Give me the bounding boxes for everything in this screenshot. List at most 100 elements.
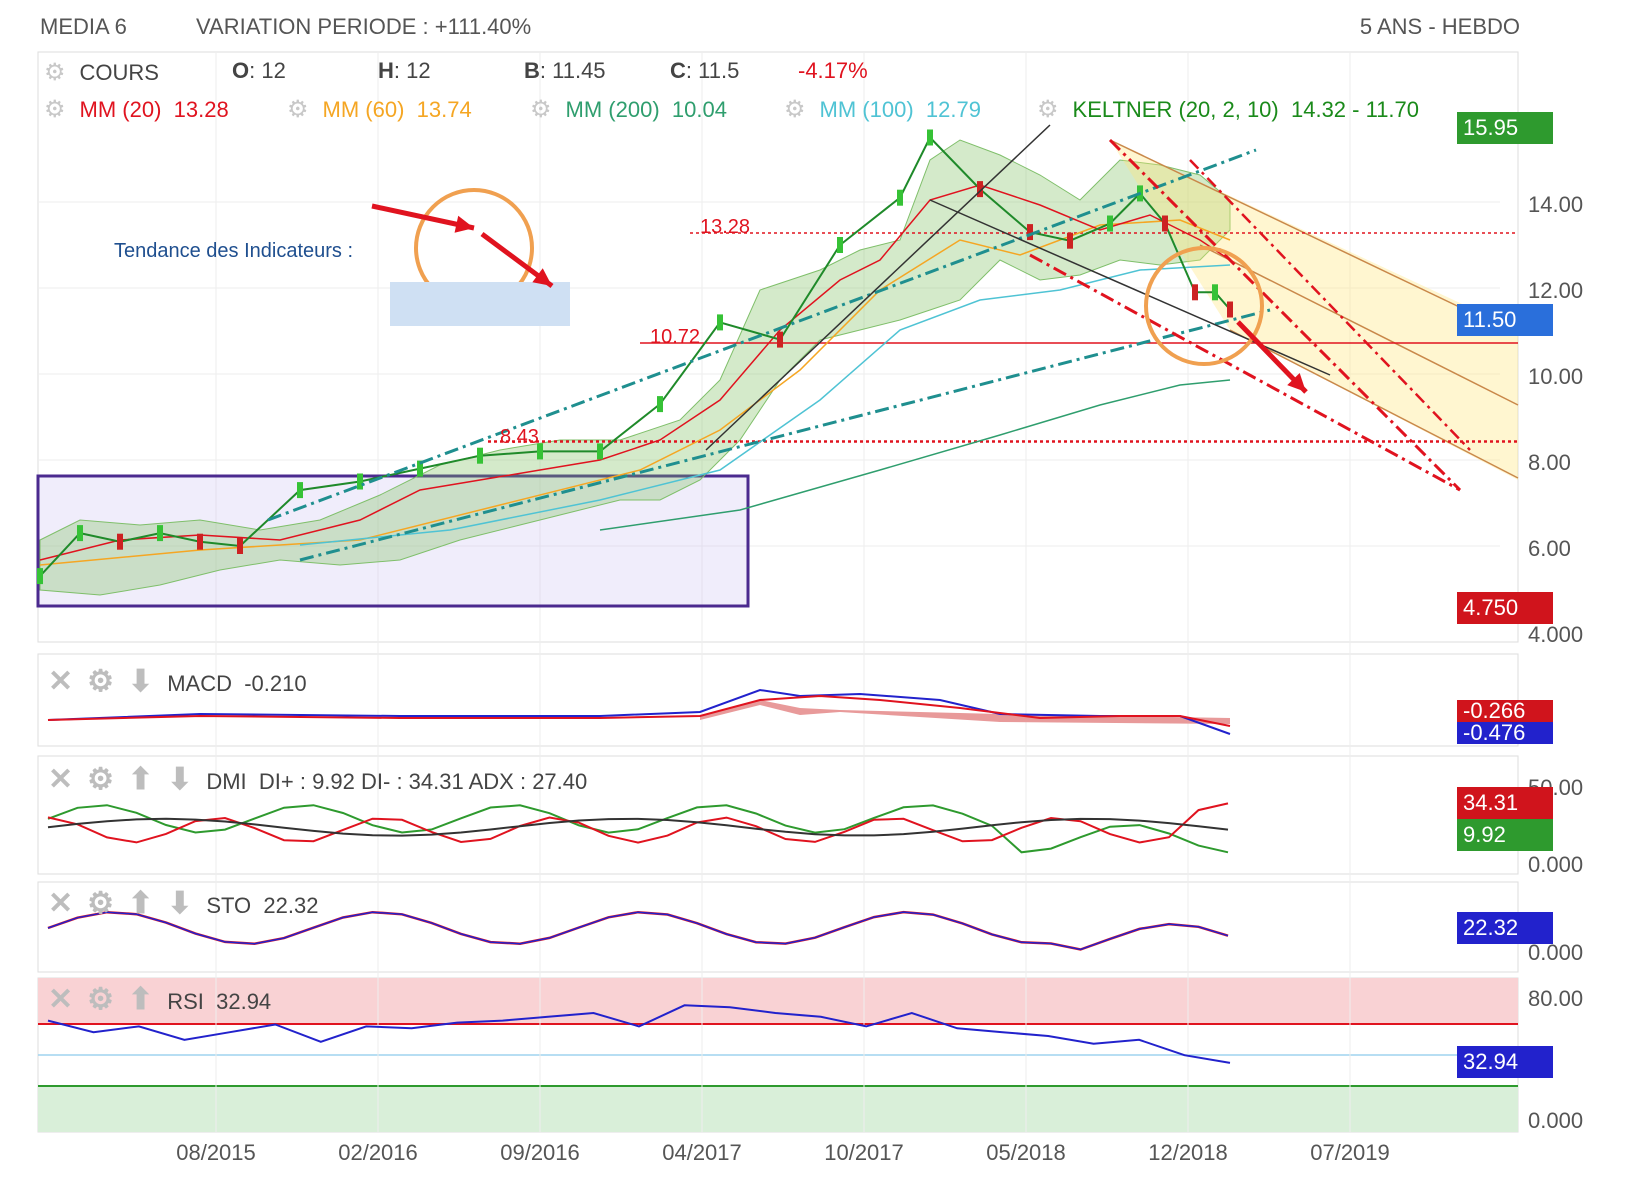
sto-panel xyxy=(37,881,1519,973)
low-value: B: 11.45 xyxy=(524,58,606,83)
rsi-line xyxy=(47,1004,1231,1064)
close-icon[interactable]: ✕ xyxy=(48,983,74,1016)
gear-icon[interactable]: ⚙ xyxy=(87,983,115,1016)
rsi-axis-label: 0.000 xyxy=(1528,1108,1584,1133)
price-candle xyxy=(837,237,843,253)
price-candle xyxy=(197,533,203,550)
macd-histogram xyxy=(700,700,1230,724)
macd-panel xyxy=(37,653,1519,747)
open-value: O: 12 xyxy=(232,58,286,83)
trend-line-red xyxy=(1108,138,1462,492)
gear-icon[interactable]: ⚙ xyxy=(87,763,115,796)
gear-icon[interactable]: ⚙ xyxy=(784,96,806,123)
low-price-tag: 4.750 xyxy=(1457,592,1553,624)
price-candle xyxy=(717,314,723,331)
price-tick-label: 8.00 xyxy=(1528,450,1571,475)
cours-label: COURS xyxy=(79,60,159,85)
arrow-up-icon[interactable]: ⬆ xyxy=(128,887,154,920)
close-icon[interactable]: ✕ xyxy=(48,665,74,698)
gear-icon[interactable]: ⚙ xyxy=(44,59,66,86)
gear-icon[interactable]: ⚙ xyxy=(530,96,552,123)
ma20-line xyxy=(39,184,1231,561)
x-tick-label: 07/2019 xyxy=(1310,1140,1390,1165)
trend-line-upper xyxy=(267,148,1257,522)
price-tick-label: 4.000 xyxy=(1528,622,1584,647)
high-price-tag: 15.95 xyxy=(1457,112,1553,144)
variation-label: VARIATION PERIODE : +111.40% xyxy=(196,14,532,39)
channel-line xyxy=(1109,139,1519,336)
change-value: -4.17% xyxy=(798,58,868,83)
price-candle xyxy=(777,331,783,348)
x-tick-label: 12/2018 xyxy=(1148,1140,1228,1165)
arrow-down-icon[interactable]: ⬇ xyxy=(167,763,193,796)
price-tick-label: 12.00 xyxy=(1528,278,1584,303)
x-tick-label: 04/2017 xyxy=(662,1140,742,1165)
cours-legend: ⚙ COURS xyxy=(44,58,159,87)
trend-arrow-head xyxy=(454,215,474,233)
ma200-line xyxy=(599,379,1231,531)
price-candle xyxy=(897,189,903,206)
price-candle xyxy=(1192,284,1198,301)
arrow-down-icon[interactable]: ⬇ xyxy=(128,665,154,698)
macd-panel-title: ✕ ⚙ ⬇ MACD -0.210 xyxy=(48,665,307,698)
gear-icon[interactable]: ⚙ xyxy=(87,665,115,698)
high-value: H: 12 xyxy=(378,58,431,83)
price-candle xyxy=(237,538,243,554)
arrow-up-icon[interactable]: ⬆ xyxy=(128,983,154,1016)
period-label: 5 ANS - HEBDO xyxy=(1359,14,1520,39)
ma100-legend: ⚙ MM (100) 12.79 xyxy=(784,96,981,123)
ma200-legend: ⚙ MM (200) 10.04 xyxy=(530,96,727,123)
price-candle xyxy=(37,568,43,585)
symbol-title: MEDIA 6 xyxy=(40,14,127,39)
arrow-up-icon[interactable]: ⬆ xyxy=(128,763,154,796)
arrow-down-icon[interactable]: ⬇ xyxy=(167,887,193,920)
highlight-circle xyxy=(1144,246,1264,366)
rsi-tag: 32.94 xyxy=(1457,1046,1553,1078)
x-tick-label: 09/2016 xyxy=(500,1140,580,1165)
rsi-oversold-zone xyxy=(38,1086,1518,1132)
price-candle xyxy=(477,447,483,464)
macd-signal-tag: -0.266 xyxy=(1457,700,1553,722)
sto-line xyxy=(47,911,1229,951)
gear-icon[interactable]: ⚙ xyxy=(87,887,115,920)
close-icon[interactable]: ✕ xyxy=(48,763,74,796)
price-candle xyxy=(1067,232,1073,249)
trend-line-red xyxy=(1189,159,1471,451)
price-candle xyxy=(927,129,933,146)
price-candle xyxy=(417,460,423,477)
x-tick-label: 10/2017 xyxy=(824,1140,904,1165)
ma20-legend: ⚙ MM (20) 13.28 xyxy=(44,96,229,123)
price-candle xyxy=(357,473,363,490)
dmi-panel xyxy=(37,755,1519,875)
dmi-panel-title: ✕ ⚙ ⬆ ⬇ DMI DI+ : 9.92 DI- : 34.31 ADX : 27.… xyxy=(48,763,588,796)
trend-line-lower xyxy=(299,308,1271,562)
rsi-axis-label: 80.00 xyxy=(1528,986,1584,1011)
level-label-10-72: 10.72 xyxy=(650,326,701,348)
price-candle xyxy=(157,525,163,542)
price-candle xyxy=(1212,284,1218,301)
last-price-tag: 11.50 xyxy=(1457,304,1553,336)
gear-icon[interactable]: ⚙ xyxy=(1037,96,1059,123)
price-tick-label: 14.00 xyxy=(1528,192,1584,217)
price-tick-label: 10.00 xyxy=(1528,364,1584,389)
trend-label: Tendance des Indicateurs : xyxy=(114,240,354,262)
price-candle xyxy=(1162,215,1168,232)
gear-icon[interactable]: ⚙ xyxy=(287,96,309,123)
price-candle xyxy=(1107,215,1113,232)
price-candle xyxy=(1027,224,1033,241)
sto-panel-title: ✕ ⚙ ⬆ ⬇ STO 22.32 xyxy=(48,887,319,920)
macd-signal-line xyxy=(47,694,1231,727)
close-icon[interactable]: ✕ xyxy=(48,887,74,920)
rsi-overbought-zone xyxy=(38,978,1518,1024)
adx-line xyxy=(47,817,1229,837)
price-candle xyxy=(657,396,663,413)
price-candle xyxy=(297,482,303,499)
trend-arrow-head xyxy=(532,268,552,286)
trend-line-black xyxy=(705,124,1051,451)
range-box xyxy=(36,474,750,608)
x-tick-label: 02/2016 xyxy=(338,1140,418,1165)
sto-axis-label: 0.000 xyxy=(1528,940,1584,965)
ma60-line xyxy=(39,219,1231,566)
gear-icon[interactable]: ⚙ xyxy=(44,96,66,123)
di-plus-line xyxy=(47,804,1229,854)
